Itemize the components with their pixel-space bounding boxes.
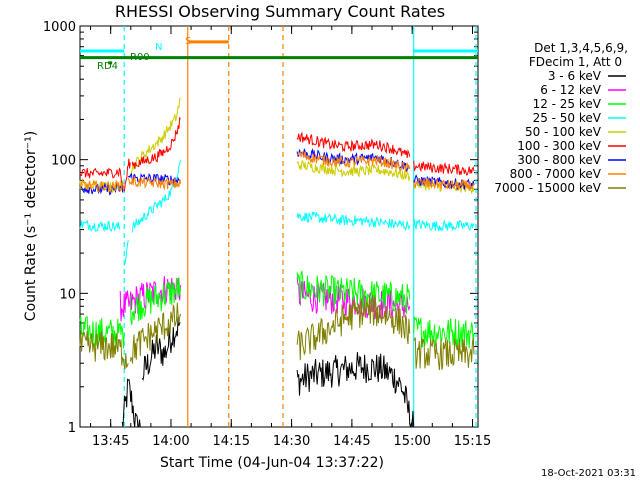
x-tick-label: 13:45 xyxy=(92,434,129,449)
legend-label: 25 - 50 keV xyxy=(533,111,602,125)
legend: Det 1,3,4,5,6,9, FDecim 1, Att 0 3 - 6 k… xyxy=(494,41,628,195)
series-line xyxy=(79,178,125,193)
series-line xyxy=(129,302,181,364)
legend-label: 300 - 800 keV xyxy=(517,153,601,167)
x-axis: 13:45 14:00 14:15 14:30 14:45 15:00 15:15 xyxy=(90,26,491,449)
legend-label: 12 - 25 keV xyxy=(533,97,602,111)
plot-frame xyxy=(79,25,479,428)
chart-title: RHESSI Observing Summary Count Rates xyxy=(115,2,445,21)
series-line xyxy=(413,218,475,232)
series-line xyxy=(127,176,181,191)
x-tick-label: 14:00 xyxy=(152,434,189,449)
y-tick-label: 10 xyxy=(59,287,76,302)
plot-area xyxy=(79,25,479,428)
series-line xyxy=(296,294,411,361)
series-line xyxy=(79,182,125,196)
legend-label: 6 - 12 keV xyxy=(540,83,602,97)
flag-label-s: S xyxy=(185,36,191,47)
flag-label-rd4: RD4 xyxy=(97,61,118,72)
series-line xyxy=(296,352,415,428)
series-layer xyxy=(79,97,475,428)
legend-header-line2: FDecim 1, Att 0 xyxy=(529,55,622,69)
series-line xyxy=(413,316,475,349)
y-tick-label: 1 xyxy=(68,421,76,436)
series-line xyxy=(79,219,121,233)
series-line xyxy=(413,337,475,371)
flag-label-r00: R00 xyxy=(130,52,150,63)
series-line xyxy=(296,160,411,181)
x-tick-label: 14:45 xyxy=(333,434,370,449)
series-line xyxy=(296,131,411,158)
series-line xyxy=(123,240,129,266)
series-line xyxy=(127,97,181,178)
series-line xyxy=(413,160,475,176)
legend-label: 50 - 100 keV xyxy=(525,125,602,139)
series-line xyxy=(413,178,475,191)
y-axis: 1 10 100 1000 xyxy=(43,20,478,436)
y-axis-label: Count Rate (s⁻¹ detector⁻¹) xyxy=(23,131,39,321)
x-tick-label: 15:15 xyxy=(454,434,491,449)
flag-label-n: N xyxy=(155,42,162,53)
x-tick-label: 14:30 xyxy=(273,434,310,449)
y-tick-label: 1000 xyxy=(43,20,76,35)
timestamp-label: 18-Oct-2021 03:31 xyxy=(541,468,636,479)
series-line xyxy=(131,159,181,233)
legend-label: 800 - 7000 keV xyxy=(510,167,602,181)
series-line xyxy=(131,116,181,169)
series-line xyxy=(296,211,411,232)
series-line xyxy=(296,150,411,172)
x-tick-label: 14:15 xyxy=(213,434,250,449)
legend-label: 100 - 300 keV xyxy=(517,139,601,153)
x-axis-label: Start Time (04-Jun-04 13:37:22) xyxy=(160,455,384,471)
reference-lines xyxy=(123,26,477,427)
legend-header-line1: Det 1,3,4,5,6,9, xyxy=(534,41,628,55)
x-tick-label: 15:00 xyxy=(393,434,430,449)
series-line xyxy=(121,378,141,428)
series-line xyxy=(79,330,129,370)
legend-label: 3 - 6 keV xyxy=(548,69,602,83)
flags-layer: N RD4 R00 S xyxy=(80,36,478,72)
legend-label: 7000 - 15000 keV xyxy=(494,181,601,195)
series-line xyxy=(129,277,181,325)
y-tick-label: 100 xyxy=(51,154,76,169)
series-line xyxy=(141,316,181,382)
